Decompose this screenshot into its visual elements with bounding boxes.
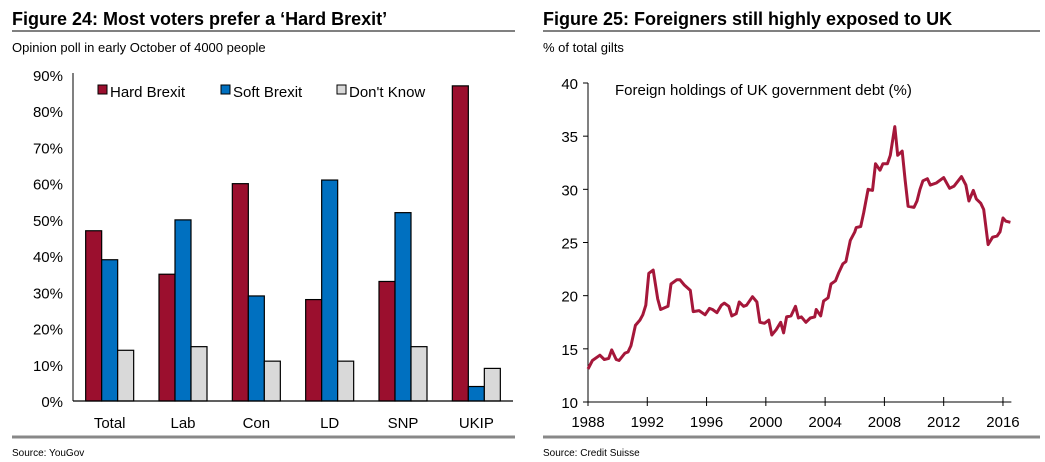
y-tick-label: 40% bbox=[33, 249, 63, 266]
legend-label: Soft Brexit bbox=[233, 84, 303, 101]
bar-soft-brexit bbox=[174, 219, 192, 402]
x-tick-label: 2012 bbox=[927, 414, 960, 431]
bar-soft-brexit bbox=[394, 212, 412, 402]
y-tick-label: 10 bbox=[561, 395, 578, 412]
x-tick-label: UKIP bbox=[459, 415, 494, 432]
y-tick-label: 70% bbox=[33, 140, 63, 157]
figure-24-source: Source: YouGov bbox=[12, 448, 84, 459]
y-tick-label: 40 bbox=[561, 76, 578, 93]
bar-hard-brexit bbox=[378, 280, 396, 402]
figure-25-source: Source: Credit Suisse bbox=[543, 448, 640, 459]
figure-25-title: Figure 25: Foreigners still highly expos… bbox=[543, 9, 952, 29]
y-tick-label: 15 bbox=[561, 342, 578, 359]
x-tick-label: 2000 bbox=[749, 414, 782, 431]
bar-soft-brexit bbox=[321, 179, 339, 402]
bar-hard-brexit bbox=[305, 298, 323, 402]
bar-don-t-know bbox=[483, 367, 501, 402]
legend-swatch bbox=[336, 84, 347, 95]
x-tick-label: 1996 bbox=[690, 414, 723, 431]
y-tick-label: 0% bbox=[41, 394, 63, 411]
bar-don-t-know bbox=[410, 346, 428, 402]
bar-don-t-know bbox=[337, 360, 355, 402]
figure-24-subtitle: Opinion poll in early October of 4000 pe… bbox=[12, 40, 266, 55]
legend-label: Hard Brexit bbox=[110, 84, 186, 101]
x-tick-label: 2008 bbox=[868, 414, 901, 431]
y-tick-label: 20 bbox=[561, 289, 578, 306]
bar-hard-brexit bbox=[85, 230, 103, 402]
figure-25-subtitle: % of total gilts bbox=[543, 40, 624, 55]
bar-soft-brexit bbox=[467, 385, 485, 402]
x-tick-label: 1988 bbox=[571, 414, 604, 431]
legend-label: Don't Know bbox=[349, 84, 425, 101]
y-tick-label: 30% bbox=[33, 285, 63, 302]
y-tick-label: 10% bbox=[33, 358, 63, 375]
bar-hard-brexit bbox=[451, 85, 469, 402]
bar-don-t-know bbox=[117, 349, 135, 402]
y-tick-label: 90% bbox=[33, 68, 63, 85]
bar-hard-brexit bbox=[231, 183, 249, 402]
y-tick-label: 25 bbox=[561, 236, 578, 253]
bar-hard-brexit bbox=[158, 273, 176, 402]
series-label: Foreign holdings of UK government debt (… bbox=[615, 82, 912, 99]
x-tick-label: 2004 bbox=[808, 414, 841, 431]
bar-soft-brexit bbox=[101, 259, 119, 402]
bar-don-t-know bbox=[263, 360, 281, 402]
foreign-holdings-line bbox=[586, 125, 1011, 370]
legend-swatch bbox=[220, 84, 231, 95]
x-tick-label: Con bbox=[243, 415, 271, 432]
figure-24-title: Figure 24: Most voters prefer a ‘Hard Br… bbox=[12, 9, 387, 29]
x-tick-label: LD bbox=[320, 415, 339, 432]
y-tick-label: 30 bbox=[561, 182, 578, 199]
x-tick-label: 1992 bbox=[631, 414, 664, 431]
x-tick-label: Total bbox=[94, 415, 126, 432]
x-tick-label: 2016 bbox=[986, 414, 1019, 431]
y-tick-label: 35 bbox=[561, 129, 578, 146]
x-tick-label: Lab bbox=[170, 415, 195, 432]
bar-soft-brexit bbox=[247, 295, 265, 402]
y-tick-label: 20% bbox=[33, 322, 63, 339]
bar-don-t-know bbox=[190, 346, 208, 402]
y-tick-label: 50% bbox=[33, 213, 63, 230]
y-tick-label: 60% bbox=[33, 177, 63, 194]
y-tick-label: 80% bbox=[33, 104, 63, 121]
legend-swatch bbox=[97, 84, 108, 95]
x-tick-label: SNP bbox=[388, 415, 419, 432]
